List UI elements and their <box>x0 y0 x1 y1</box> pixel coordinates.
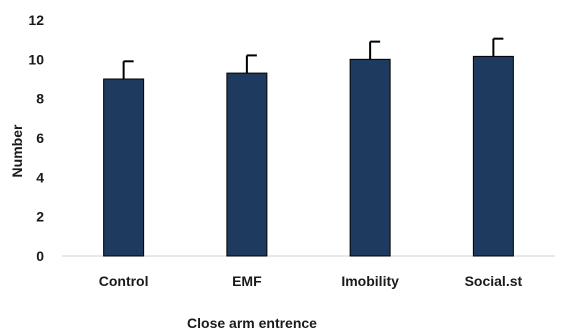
x-tick-label: Control <box>99 273 149 289</box>
y-tick-label: 6 <box>36 130 44 146</box>
y-tick-label: 12 <box>28 12 44 28</box>
bar <box>226 72 268 257</box>
y-tick-label: 10 <box>28 51 44 67</box>
x-tick-label: Imobility <box>341 273 399 289</box>
y-tick-label: 0 <box>36 248 44 264</box>
y-axis-ticks: 0 2 4 6 8 10 12 <box>28 12 44 264</box>
x-tick-label: Social.st <box>465 273 523 289</box>
x-tick-label: EMF <box>232 273 262 289</box>
bar <box>103 78 145 257</box>
bar <box>349 58 391 257</box>
y-tick-label: 4 <box>36 169 44 185</box>
bars-group <box>103 37 514 257</box>
x-axis-title: Close arm entrence <box>187 315 317 331</box>
bar <box>472 55 514 257</box>
x-axis-ticks: Control EMF Imobility Social.st <box>99 273 523 289</box>
y-axis-title: Number <box>9 124 25 177</box>
y-tick-label: 2 <box>36 209 44 225</box>
y-tick-label: 8 <box>36 91 44 107</box>
